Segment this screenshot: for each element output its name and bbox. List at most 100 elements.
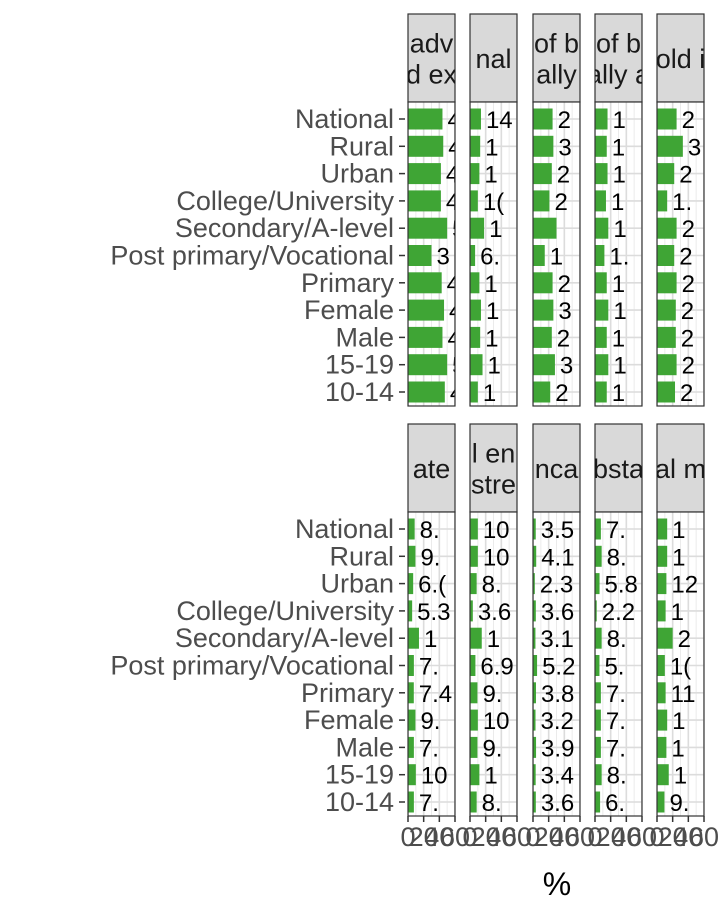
data-label: 3.5 — [541, 517, 574, 544]
x-tick-label: 0 — [400, 822, 415, 852]
data-label: 2 — [681, 325, 694, 352]
data-label: 9. — [420, 708, 440, 735]
data-label: 2 — [679, 244, 692, 271]
bar — [470, 108, 481, 130]
category-label: Secondary/A-level — [175, 623, 394, 653]
panel-border — [594, 101, 643, 407]
bar — [657, 627, 673, 649]
data-label: 2 — [682, 271, 695, 298]
data-label: 10 — [483, 708, 510, 735]
category-label: College/University — [176, 596, 394, 626]
data-label: 8. — [482, 790, 502, 817]
data-label: 5 — [452, 216, 465, 243]
data-label: 1 — [613, 353, 626, 380]
data-label: 12 — [671, 572, 698, 599]
bar — [408, 627, 419, 649]
category-label: Urban — [320, 569, 394, 599]
x-tick-label: 20 — [409, 822, 439, 852]
x-tick-label: 40 — [424, 822, 454, 852]
bar — [533, 764, 536, 786]
data-label: 2 — [682, 216, 695, 243]
data-label: 1( — [670, 654, 691, 681]
bar — [408, 135, 444, 157]
data-label: 11 — [671, 681, 696, 708]
bar — [470, 791, 477, 813]
data-label: 6.( — [418, 572, 446, 599]
bar — [470, 163, 480, 185]
bar — [533, 217, 557, 239]
bar — [470, 354, 483, 376]
data-label: 1. — [672, 189, 692, 216]
bar — [533, 299, 554, 321]
x-tick-label: 40 — [549, 822, 579, 852]
bar — [470, 381, 478, 403]
data-label: 8. — [607, 763, 627, 790]
strip-label: l en — [472, 439, 516, 469]
bar — [657, 545, 668, 567]
bar — [657, 354, 677, 376]
data-label: 5.3 — [417, 599, 450, 626]
strip-text-group: bsta — [593, 454, 645, 484]
bar — [408, 108, 443, 130]
data-label: 3 — [437, 244, 450, 271]
bar — [595, 736, 601, 758]
bar — [533, 272, 553, 294]
bar — [533, 600, 536, 622]
bar — [533, 709, 536, 731]
strip-label: al m — [655, 454, 706, 484]
bar — [595, 709, 601, 731]
data-label: 5.2 — [542, 654, 575, 681]
x-tick-label: 60 — [689, 822, 719, 852]
bar — [533, 573, 535, 595]
bar — [533, 163, 552, 185]
bar — [470, 627, 482, 649]
x-axis-title: % — [543, 866, 571, 902]
data-label: 2 — [682, 107, 695, 134]
bar — [595, 245, 605, 266]
category-label: Female — [304, 295, 394, 325]
x-tick-label: 60 — [440, 822, 470, 852]
panel-border — [656, 511, 705, 817]
bar — [657, 764, 669, 786]
bar — [408, 518, 415, 540]
category-label: Rural — [329, 541, 394, 571]
strip-background — [469, 423, 518, 513]
bar — [657, 108, 677, 130]
bar — [470, 190, 478, 212]
data-label: 3.6 — [541, 790, 574, 817]
strip-text-group: old i — [657, 44, 704, 74]
data-label: 2.3 — [540, 572, 573, 599]
data-label: 1 — [671, 599, 684, 626]
category-label: National — [295, 104, 394, 134]
data-label: 4.1 — [541, 544, 574, 571]
data-label: 1 — [487, 626, 500, 653]
bar — [470, 573, 477, 595]
data-label: 8. — [607, 626, 627, 653]
category-label: 10-14 — [325, 787, 394, 817]
bar — [657, 518, 668, 540]
bar — [533, 682, 536, 704]
data-label: 8. — [482, 572, 502, 599]
strip-label: nca — [535, 454, 580, 484]
category-label: Female — [304, 705, 394, 735]
category-label: Primary — [301, 268, 394, 298]
strip-background — [594, 13, 643, 103]
bar — [657, 600, 666, 622]
data-label: 1 — [483, 380, 496, 407]
panel-content: 8.9.6.(5.317.7.49.7.107. — [408, 512, 455, 816]
strip-label: bsta — [593, 454, 645, 484]
data-label: 7. — [419, 735, 439, 762]
data-label: 1 — [486, 298, 499, 325]
data-label: 9. — [669, 790, 689, 817]
bar — [595, 600, 597, 622]
data-label: 7. — [606, 735, 626, 762]
strip-label: ally a — [587, 60, 651, 90]
category-label: Post primary/Vocational — [110, 651, 394, 681]
data-label: 4 — [447, 325, 460, 352]
data-label: 1 — [672, 708, 685, 735]
bar — [657, 272, 677, 294]
x-tick-label: 0 — [587, 822, 602, 852]
